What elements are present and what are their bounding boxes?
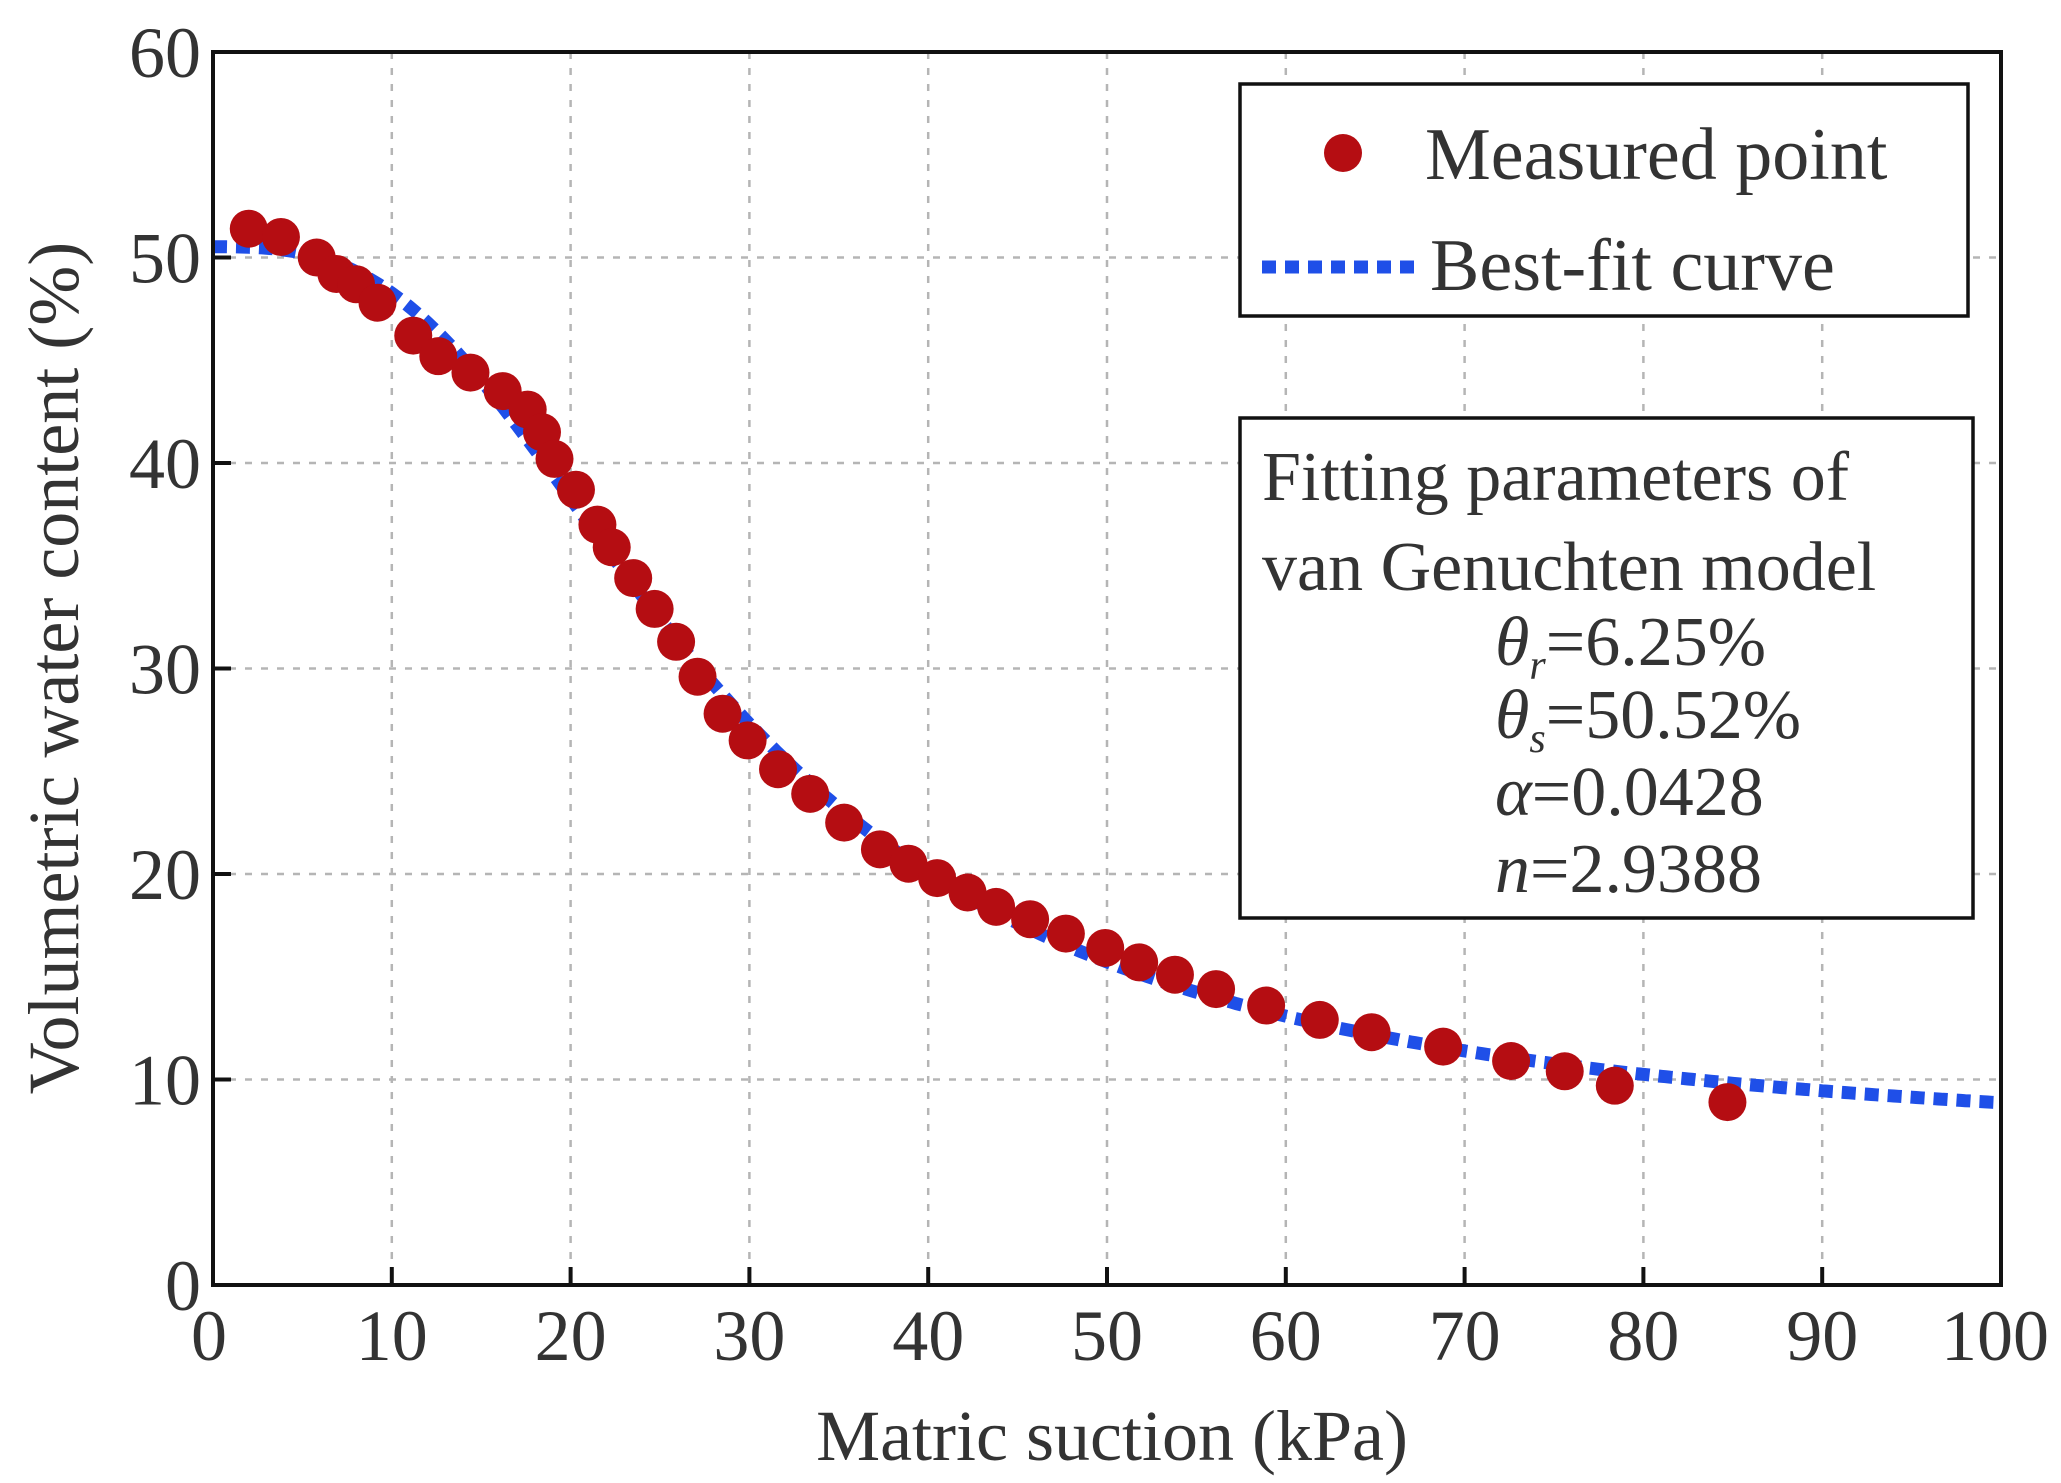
measured-point [1424,1027,1463,1066]
param-theta-s: θs=50.52% [1495,677,1801,762]
axis-ticks [211,50,2003,1287]
measured-point [1046,914,1085,953]
param-n-symbol: n [1495,831,1530,908]
param-theta-r-symbol: θ [1495,604,1529,681]
param-theta-s-symbol: θ [1495,677,1529,754]
measured-point [889,844,928,883]
measured-point [614,559,653,598]
measured-point [1708,1083,1747,1122]
measured-point [948,873,987,912]
parameters-frame [1238,416,1975,920]
param-alpha-symbol: α [1495,754,1533,831]
measured-point [759,750,798,789]
measured-point [1011,900,1050,939]
x-tick-label: 80 [1607,1296,1679,1376]
param-theta-s-sub: s [1529,716,1545,762]
y-tick-label: 10 [129,1041,201,1121]
x-tick-label: 100 [1941,1296,2049,1376]
y-tick-label: 60 [129,13,201,93]
measured-point [1247,986,1286,1025]
measured-point [728,721,767,760]
param-alpha-value: =0.0428 [1532,754,1764,831]
measured-point [261,217,300,256]
measured-point [1300,1000,1339,1039]
measured-point [1492,1042,1531,1081]
parameters-heading-line2: van Genuchten model [1262,529,1876,606]
legend: Measured point Best-fit curve [1238,82,1970,318]
param-n: n=2.9388 [1495,831,1762,908]
measured-point [825,803,864,842]
measured-point [977,887,1016,926]
y-tick-label: 0 [165,1246,201,1326]
measured-point [1595,1066,1634,1105]
measured-point [556,470,595,509]
x-tick-label: 90 [1786,1296,1858,1376]
y-tick-label: 40 [129,424,201,504]
param-theta-r: θr=6.25% [1495,604,1766,689]
measured-point [535,439,574,478]
measured-point [419,337,458,376]
x-tick-label: 40 [892,1296,964,1376]
y-tick-label: 50 [129,219,201,299]
legend-measured-marker [1324,134,1362,172]
y-axis-title: Volumetric water content (%) [14,242,94,1094]
measured-point [1545,1052,1584,1091]
x-axis-title: Matric suction (kPa) [816,1396,1408,1476]
measured-point [635,589,674,628]
y-tick-label: 30 [129,630,201,710]
legend-box [1238,82,1970,318]
x-tick-label: 20 [535,1296,607,1376]
measured-point [229,209,268,248]
parameters-heading-line1: Fitting parameters of [1262,439,1850,516]
measured-point [1086,928,1125,967]
x-tick-label: 10 [356,1296,428,1376]
param-n-value: =2.9388 [1530,831,1762,908]
measured-point [791,774,830,813]
measured-point [657,622,696,661]
x-tick-label: 50 [1071,1296,1143,1376]
param-theta-s-value: =50.52% [1546,677,1801,754]
x-tick-label: 70 [1429,1296,1501,1376]
x-tick-label: 60 [1250,1296,1322,1376]
measured-point [1155,955,1194,994]
param-theta-r-sub: r [1529,643,1546,689]
measured-point [1352,1013,1391,1052]
legend-fit-label: Best-fit curve [1430,225,1835,307]
measured-points-layer [229,209,1747,1122]
measured-point [1197,970,1236,1009]
measured-point [678,657,717,696]
y-tick-labels: 0 10 20 30 40 50 60 [129,13,201,1326]
measured-point [1120,943,1159,982]
param-theta-r-value: =6.25% [1546,604,1766,681]
param-alpha: α=0.0428 [1495,754,1764,831]
measured-point [860,830,899,869]
legend-measured-label: Measured point [1425,114,1888,196]
x-tick-label: 0 [191,1296,227,1376]
x-tick-labels: 0 10 20 30 40 50 60 70 80 90 100 [191,1296,2049,1376]
measured-point [394,316,433,355]
x-tick-label: 30 [713,1296,785,1376]
measured-point [451,353,490,392]
y-tick-label: 20 [129,835,201,915]
measured-point [592,528,631,567]
parameters-box: Fitting parameters of van Genuchten mode… [1238,416,1975,920]
measured-point [358,283,397,322]
measured-point [918,859,957,898]
measured-point [703,694,742,733]
